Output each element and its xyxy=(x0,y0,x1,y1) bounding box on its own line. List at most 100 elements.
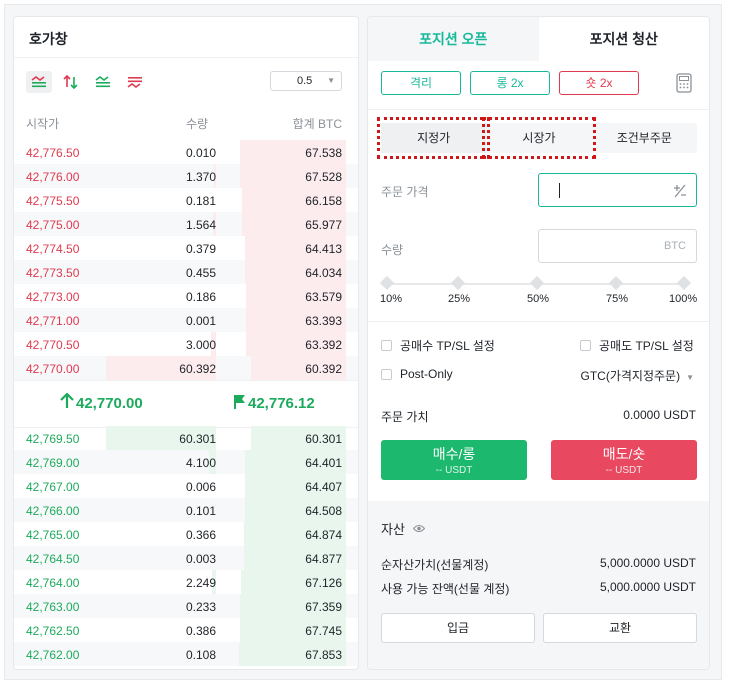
bid-row[interactable]: 42,764.00 2.249 67.126 xyxy=(14,570,358,594)
row-qty: 4.100 xyxy=(185,456,216,470)
calculator-icon[interactable] xyxy=(676,73,692,93)
row-qty: 1.370 xyxy=(185,170,216,184)
row-price: 42,776.00 xyxy=(26,170,80,184)
leverage-row: 격리 롱 2x 숏 2x xyxy=(381,71,639,95)
cumulative-depth-bar xyxy=(245,260,346,284)
row-qty: 0.181 xyxy=(185,194,216,208)
row-qty: 0.379 xyxy=(185,242,216,256)
row-price: 42,773.50 xyxy=(26,266,80,280)
tab-conditional[interactable]: 조건부주문 xyxy=(592,123,697,153)
ask-row[interactable]: 42,770.50 3.000 63.392 xyxy=(14,332,358,356)
bid-row[interactable]: 42,762.00 0.108 67.853 xyxy=(14,642,358,666)
view-both-icon[interactable] xyxy=(26,71,52,93)
row-qty: 60.301 xyxy=(179,432,216,446)
ask-row[interactable]: 42,773.50 0.455 64.034 xyxy=(14,260,358,284)
row-total: 64.874 xyxy=(305,528,342,542)
qty-slider[interactable] xyxy=(379,275,692,291)
slider-mark[interactable] xyxy=(676,275,692,291)
col-header-total: 합계 BTC xyxy=(292,117,342,131)
deposit-button[interactable]: 입금 xyxy=(381,613,535,643)
checkbox[interactable] xyxy=(381,368,392,380)
ask-row[interactable]: 42,776.50 0.010 67.538 xyxy=(14,140,358,164)
bid-row[interactable]: 42,766.00 0.101 64.508 xyxy=(14,498,358,522)
row-total: 64.508 xyxy=(305,504,342,518)
long-leverage-button[interactable]: 롱 2x xyxy=(470,71,550,95)
slider-label: 100% xyxy=(669,293,698,305)
position-tabs: 포지션 오픈 포지션 청산 xyxy=(368,17,709,61)
price-input[interactable] xyxy=(538,173,697,207)
slider-label: 10% xyxy=(380,293,403,305)
tp-sl-long-label: 공매수 TP/SL 설정 xyxy=(400,339,495,353)
eye-icon[interactable] xyxy=(412,524,425,533)
divider xyxy=(14,57,358,58)
row-price: 42,771.00 xyxy=(26,314,80,328)
tab-market[interactable]: 시장가 xyxy=(482,117,596,159)
cumulative-depth-bar xyxy=(251,426,346,450)
chevron-down-icon: ▼ xyxy=(327,76,335,85)
available-row: 사용 가능 잔액(선물 계정) 5,000.0000 USDT xyxy=(381,580,696,597)
checkbox[interactable] xyxy=(580,340,591,351)
slider-label: 50% xyxy=(527,293,550,305)
assets-header: 자산 xyxy=(381,519,425,538)
row-total: 67.745 xyxy=(305,624,342,638)
qty-unit: BTC xyxy=(664,240,686,252)
ask-row[interactable]: 42,770.00 60.392 60.392 xyxy=(14,356,358,380)
row-qty: 0.366 xyxy=(185,528,216,542)
buy-cost: -- USDT xyxy=(435,465,473,476)
cumulative-depth-bar xyxy=(240,164,346,188)
ask-row[interactable]: 42,775.50 0.181 66.158 xyxy=(14,188,358,212)
tab-open-position[interactable]: 포지션 오픈 xyxy=(368,17,539,61)
tp-sl-short-checkbox[interactable]: 공매도 TP/SL 설정 xyxy=(580,337,694,354)
cumulative-depth-bar xyxy=(245,498,346,522)
view-bids-icon[interactable] xyxy=(90,71,116,93)
exchange-button[interactable]: 교환 xyxy=(543,613,697,643)
tab-close-position[interactable]: 포지션 청산 xyxy=(538,17,709,61)
row-price: 42,774.50 xyxy=(26,242,80,256)
qty-input[interactable]: BTC xyxy=(538,229,697,263)
time-in-force-select[interactable]: GTC(가격지정주문) ▼ xyxy=(581,367,695,384)
qty-depth-bar xyxy=(106,356,216,380)
short-leverage-button[interactable]: 숏 2x xyxy=(559,71,639,95)
bid-row[interactable]: 42,762.50 0.386 67.745 xyxy=(14,618,358,642)
row-price: 42,775.00 xyxy=(26,218,80,232)
col-header-price: 시작가 xyxy=(26,117,60,131)
row-total: 63.392 xyxy=(305,338,342,352)
bid-row[interactable]: 42,769.50 60.301 60.301 xyxy=(14,426,358,450)
ask-row[interactable]: 42,771.00 0.001 63.393 xyxy=(14,308,358,332)
precision-select[interactable]: 0.5 ▼ xyxy=(270,71,342,91)
post-only-checkbox[interactable]: Post-Only xyxy=(381,367,453,381)
ask-row[interactable]: 42,773.00 0.186 63.579 xyxy=(14,284,358,308)
row-total: 67.126 xyxy=(305,576,342,590)
divider xyxy=(368,321,709,322)
view-asks-icon[interactable] xyxy=(122,71,148,93)
bid-row[interactable]: 42,763.00 0.233 67.359 xyxy=(14,594,358,618)
view-split-icon[interactable] xyxy=(58,71,84,93)
row-price: 42,762.00 xyxy=(26,648,80,662)
slider-mark[interactable] xyxy=(529,275,545,291)
row-qty: 0.233 xyxy=(185,600,216,614)
qty-depth-bar xyxy=(214,164,216,188)
bid-row[interactable]: 42,769.00 4.100 64.401 xyxy=(14,450,358,474)
ask-row[interactable]: 42,774.50 0.379 64.413 xyxy=(14,236,358,260)
checkbox[interactable] xyxy=(381,340,392,351)
row-qty: 0.108 xyxy=(185,648,216,662)
sell-short-button[interactable]: 매도/숏 -- USDT xyxy=(551,440,697,480)
bid-row[interactable]: 42,767.00 0.006 64.407 xyxy=(14,474,358,498)
cumulative-depth-bar xyxy=(244,522,346,546)
ask-row[interactable]: 42,775.00 1.564 65.977 xyxy=(14,212,358,236)
slider-mark[interactable] xyxy=(608,275,624,291)
tp-sl-long-checkbox[interactable]: 공매수 TP/SL 설정 xyxy=(381,337,495,354)
bid-row[interactable]: 42,764.50 0.003 64.877 xyxy=(14,546,358,570)
margin-mode-button[interactable]: 격리 xyxy=(381,71,461,95)
slider-mark[interactable] xyxy=(450,275,466,291)
row-total: 60.301 xyxy=(305,432,342,446)
bid-row[interactable]: 42,765.00 0.366 64.874 xyxy=(14,522,358,546)
qty-depth-bar xyxy=(212,570,216,594)
tab-limit[interactable]: 지정가 xyxy=(377,117,491,159)
buy-long-button[interactable]: 매수/롱 -- USDT xyxy=(381,440,527,480)
ask-row[interactable]: 42,776.00 1.370 67.528 xyxy=(14,164,358,188)
orderbook-view-toggle xyxy=(26,71,148,93)
plus-minus-icon[interactable] xyxy=(673,184,687,198)
slider-mark[interactable] xyxy=(379,275,395,291)
row-qty: 2.249 xyxy=(185,576,216,590)
